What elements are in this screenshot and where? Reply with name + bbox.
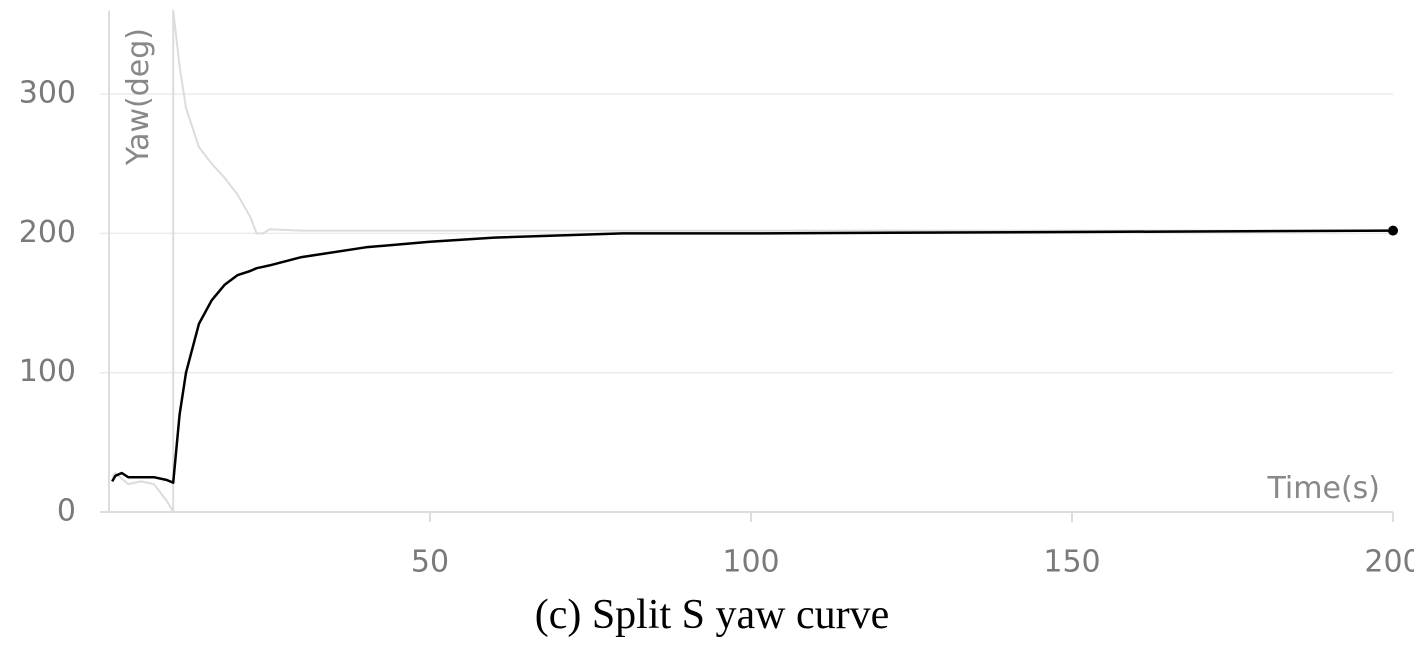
x-tick-label: 50 — [411, 545, 449, 580]
y-tick-label: 0 — [57, 494, 76, 529]
x-tick-label: 150 — [1043, 545, 1100, 580]
y-tick-label: 100 — [19, 354, 76, 389]
series-line — [111, 229, 1394, 484]
x-tick-label: 200 — [1364, 545, 1414, 580]
caption: (c) Split S yaw curve — [535, 592, 890, 638]
y-tick-label: 200 — [19, 215, 76, 250]
x-axis-label: Time(s) — [1267, 471, 1380, 506]
end-point — [1388, 225, 1398, 236]
x-tick-label: 100 — [722, 545, 779, 580]
y-axis-label: Yaw(deg) — [121, 28, 156, 166]
series-line — [111, 9, 1393, 513]
y-tick-label: 300 — [19, 76, 76, 111]
